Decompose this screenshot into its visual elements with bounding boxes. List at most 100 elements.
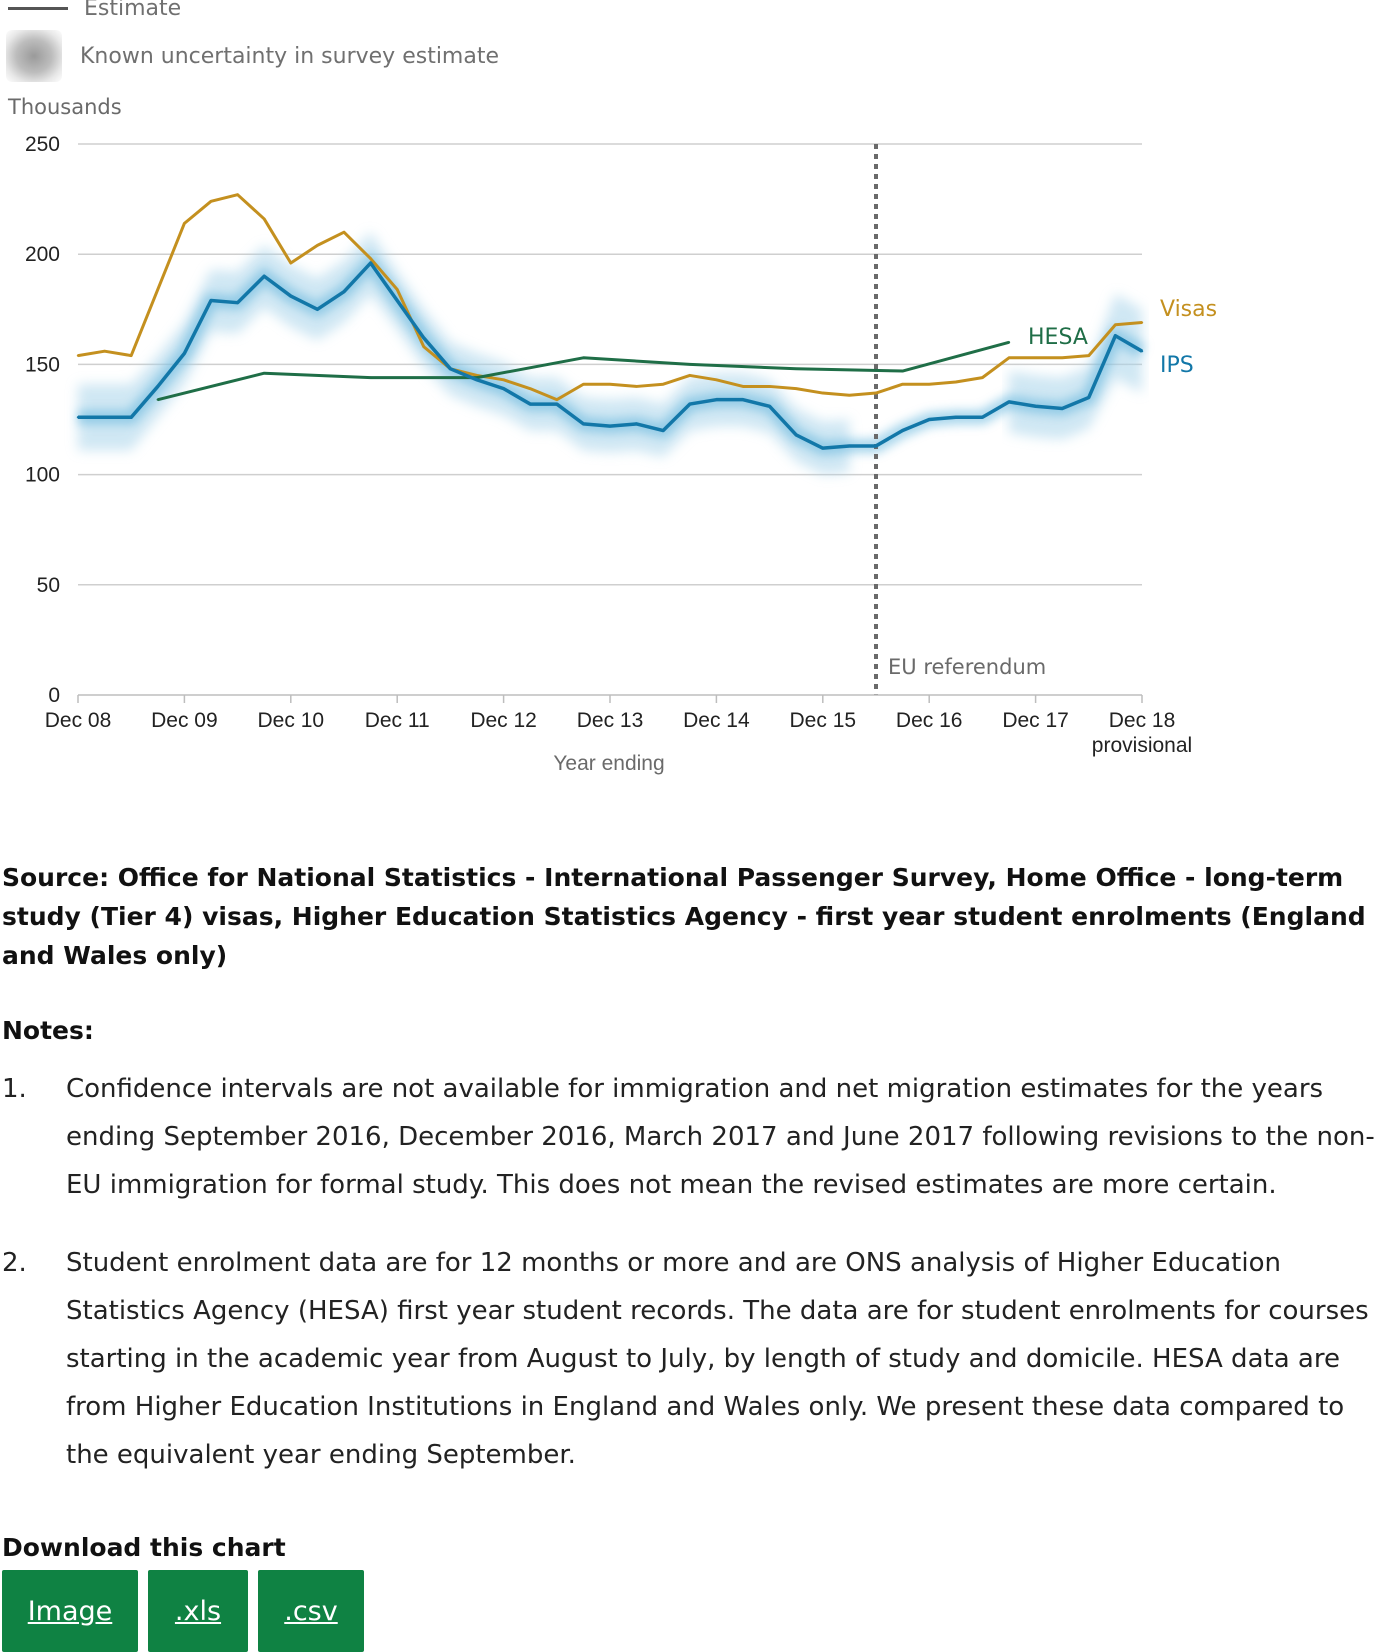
ips-point bbox=[289, 294, 292, 298]
visas-point bbox=[263, 217, 266, 221]
hesa-series-label: HESA bbox=[1028, 325, 1088, 350]
x-tick-label: Dec 18 bbox=[1109, 709, 1176, 732]
notes-list: 1. Confidence intervals are not availabl… bbox=[2, 1065, 1390, 1509]
visas-point bbox=[821, 391, 824, 395]
visas-point bbox=[1087, 354, 1091, 357]
ips-point bbox=[1140, 349, 1144, 353]
gridlines bbox=[78, 143, 1142, 586]
visas-point bbox=[715, 378, 718, 382]
ips-point bbox=[209, 299, 213, 302]
ips-point bbox=[688, 402, 691, 406]
ips-point bbox=[76, 416, 80, 419]
series-lines bbox=[76, 193, 1144, 450]
ips-point bbox=[529, 402, 532, 406]
series-labels: Visas HESA IPS bbox=[1028, 297, 1217, 378]
visas-point bbox=[795, 387, 798, 390]
visas-point bbox=[874, 391, 878, 395]
ips-point bbox=[582, 422, 585, 426]
estimate-line-swatch bbox=[8, 7, 68, 10]
ips-point bbox=[608, 424, 612, 428]
visas-point bbox=[1007, 356, 1011, 359]
x-tick-label: Dec 16 bbox=[896, 709, 963, 732]
download-buttons: Image .xls .csv bbox=[2, 1570, 364, 1652]
visas-point bbox=[768, 385, 771, 388]
axes: Thousands 0 50 100 150 200 250 Dec 08 Dec 09 Dec … bbox=[7, 96, 1192, 775]
ips-point bbox=[928, 418, 931, 421]
visas-point bbox=[422, 345, 425, 348]
visas-point bbox=[688, 374, 691, 377]
legend-uncertainty: Known uncertainty in survey estimate bbox=[0, 30, 499, 82]
eu-referendum-label: EU referendum bbox=[888, 655, 1046, 679]
ips-point bbox=[848, 444, 851, 448]
visas-point bbox=[76, 354, 80, 357]
ips-point bbox=[635, 422, 638, 426]
x-axis-label: Year ending bbox=[553, 752, 664, 775]
hesa-point bbox=[582, 356, 585, 359]
visas-point bbox=[928, 383, 931, 386]
ips-point bbox=[1114, 334, 1117, 337]
line-chart: EU referendum Thousands 0 50 100 150 200 250 De… bbox=[7, 96, 1217, 775]
x-tick-label: Dec 17 bbox=[1002, 709, 1069, 732]
visas-point bbox=[156, 288, 159, 291]
ips-point bbox=[342, 290, 346, 293]
visas-point bbox=[316, 244, 319, 247]
y-axis-label: Thousands bbox=[7, 96, 122, 119]
x-tick-label: Dec 15 bbox=[790, 709, 857, 732]
visas-point bbox=[608, 383, 612, 386]
ips-point bbox=[555, 402, 558, 406]
download-xls-button[interactable]: .xls bbox=[148, 1570, 248, 1652]
y-tick-label: 250 bbox=[25, 133, 60, 156]
uncertainty-band bbox=[78, 232, 850, 475]
ips-point bbox=[156, 385, 159, 388]
download-csv-button[interactable]: .csv bbox=[258, 1570, 364, 1652]
ips-point bbox=[236, 301, 239, 304]
visas-point bbox=[289, 261, 292, 265]
ips-point bbox=[475, 378, 479, 382]
chart-legend: Estimate Known uncertainty in survey est… bbox=[0, 0, 700, 90]
ips-point bbox=[874, 444, 878, 448]
legend-estimate-label: Estimate bbox=[84, 0, 182, 21]
hesa-point bbox=[1007, 341, 1011, 344]
visas-point bbox=[901, 383, 904, 386]
hesa-point bbox=[263, 372, 266, 375]
ips-point bbox=[502, 387, 505, 390]
visas-point bbox=[529, 387, 532, 390]
ips-point bbox=[1034, 405, 1037, 408]
visas-point bbox=[103, 349, 106, 353]
ips-point bbox=[821, 446, 824, 450]
note-text: Student enrolment data are for 12 months… bbox=[66, 1248, 1369, 1470]
visas-series-label: Visas bbox=[1160, 297, 1217, 322]
ips-point bbox=[795, 433, 798, 437]
note-item: 1. Confidence intervals are not availabl… bbox=[2, 1065, 1390, 1209]
x-tick-label: Dec 13 bbox=[577, 709, 644, 732]
ips-point bbox=[449, 367, 452, 371]
ips-point bbox=[369, 261, 372, 265]
visas-point bbox=[209, 200, 213, 203]
x-tick-label: provisional bbox=[1092, 734, 1192, 757]
download-title: Download this chart bbox=[2, 1533, 286, 1562]
x-tick-label: Dec 10 bbox=[258, 709, 325, 732]
visas-point bbox=[981, 376, 984, 379]
ips-point bbox=[954, 416, 957, 419]
y-tick-label: 50 bbox=[37, 574, 60, 597]
note-number: 2. bbox=[2, 1248, 27, 1278]
chart-source: Source: Office for National Statistics -… bbox=[2, 863, 1366, 970]
visas-point bbox=[130, 354, 133, 357]
ips-point bbox=[981, 416, 984, 419]
visas-point bbox=[396, 288, 399, 291]
x-tick-label: Dec 12 bbox=[470, 709, 537, 732]
ips-point bbox=[396, 299, 399, 302]
hesa-point bbox=[688, 363, 691, 366]
ips-point bbox=[130, 416, 133, 419]
y-tick-label: 100 bbox=[25, 464, 60, 487]
download-image-button[interactable]: Image bbox=[2, 1570, 138, 1652]
uncertainty-band-swatch bbox=[6, 30, 62, 82]
legend-estimate: Estimate bbox=[0, 0, 181, 21]
uncertainty-band bbox=[1009, 293, 1142, 440]
ips-point bbox=[422, 336, 425, 340]
note-number: 1. bbox=[2, 1074, 27, 1104]
visas-point bbox=[954, 380, 957, 384]
ips-point bbox=[183, 352, 186, 355]
hesa-point bbox=[369, 376, 372, 379]
visas-point bbox=[741, 385, 745, 388]
